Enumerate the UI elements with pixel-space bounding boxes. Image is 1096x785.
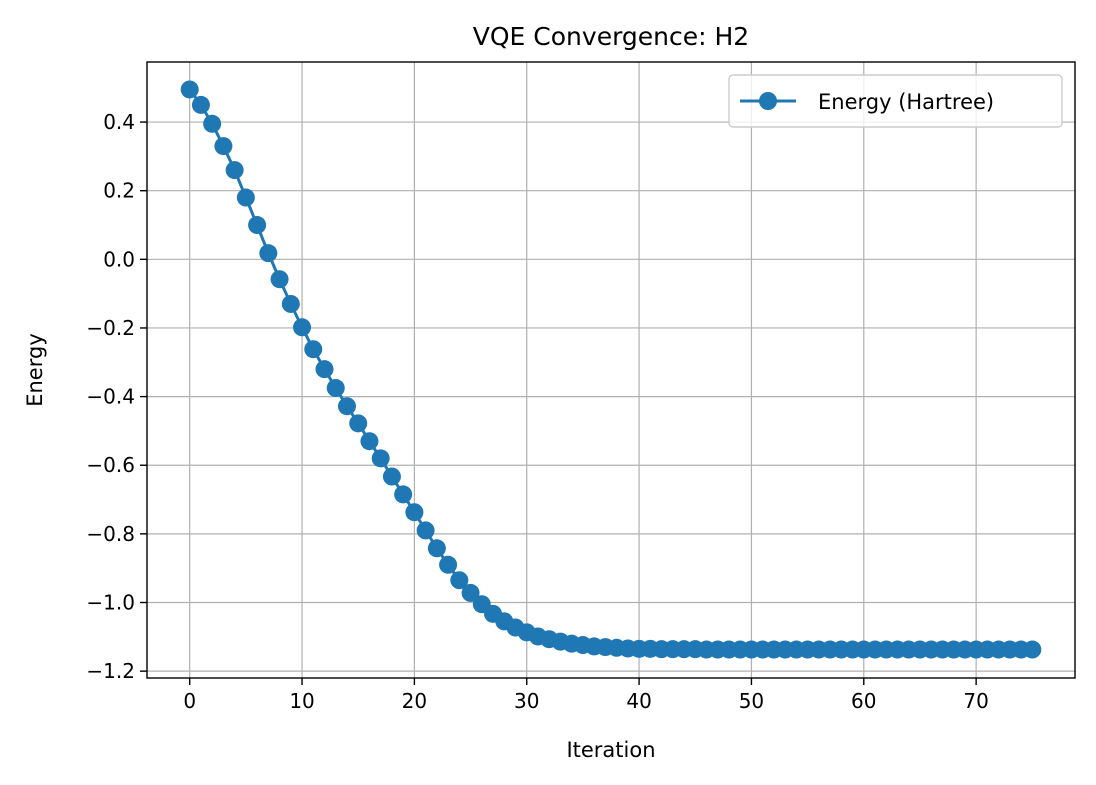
data-point	[225, 161, 244, 180]
data-point	[337, 397, 356, 416]
x-tick-label: 10	[289, 689, 314, 713]
series-layer	[180, 80, 1042, 659]
x-axis-label: Iteration	[566, 738, 655, 762]
x-tick-label: 40	[626, 689, 651, 713]
data-point	[203, 114, 222, 133]
y-tick-label: −0.2	[86, 316, 135, 340]
data-point	[461, 583, 480, 602]
data-point	[293, 318, 312, 337]
y-tick-label: −0.6	[86, 453, 135, 477]
chart-title: VQE Convergence: H2	[473, 22, 749, 51]
data-point	[315, 360, 334, 379]
legend-label: Energy (Hartree)	[818, 90, 994, 114]
y-tick-label: −0.4	[86, 385, 135, 409]
data-point	[259, 244, 278, 263]
data-point	[214, 137, 233, 156]
y-tick-label: −0.8	[86, 522, 135, 546]
data-point	[191, 95, 210, 114]
data-point	[326, 379, 345, 398]
y-axis-label: Energy	[23, 333, 47, 407]
data-point	[382, 467, 401, 486]
y-tick-label: 0.0	[103, 247, 135, 271]
data-point	[281, 294, 300, 313]
data-point	[180, 80, 199, 99]
x-tick-label: 50	[739, 689, 764, 713]
data-point	[360, 432, 379, 451]
data-point	[427, 539, 446, 558]
data-point	[450, 571, 469, 590]
y-tick-label: −1.2	[86, 659, 135, 683]
data-point	[304, 340, 323, 359]
y-tick-label: 0.2	[103, 179, 135, 203]
data-point	[236, 188, 255, 207]
data-point	[416, 521, 435, 540]
data-point	[1023, 640, 1042, 659]
x-tick-label: 20	[402, 689, 427, 713]
tick-layer: 0 10 20 30 40 50 60 70 0.4 0.2 0.0 −0.2 −0.4 −0.6 −0.8…	[86, 110, 988, 713]
data-point	[405, 503, 424, 522]
legend-box	[728, 74, 1063, 128]
data-point	[270, 270, 289, 289]
legend: Energy (Hartree)	[728, 74, 1063, 128]
grid-layer	[147, 62, 1075, 678]
plot-frame	[146, 61, 1076, 679]
x-tick-label: 0	[183, 689, 196, 713]
data-point	[394, 485, 413, 504]
x-tick-label: 30	[514, 689, 539, 713]
data-point	[371, 449, 390, 468]
data-point	[349, 414, 368, 433]
y-tick-label: −1.0	[86, 591, 135, 615]
data-point	[248, 216, 267, 235]
x-tick-label: 60	[851, 689, 876, 713]
legend-marker-swatch	[759, 92, 777, 110]
data-point	[439, 555, 458, 574]
y-tick-label: 0.4	[103, 110, 135, 134]
x-tick-label: 70	[963, 689, 988, 713]
